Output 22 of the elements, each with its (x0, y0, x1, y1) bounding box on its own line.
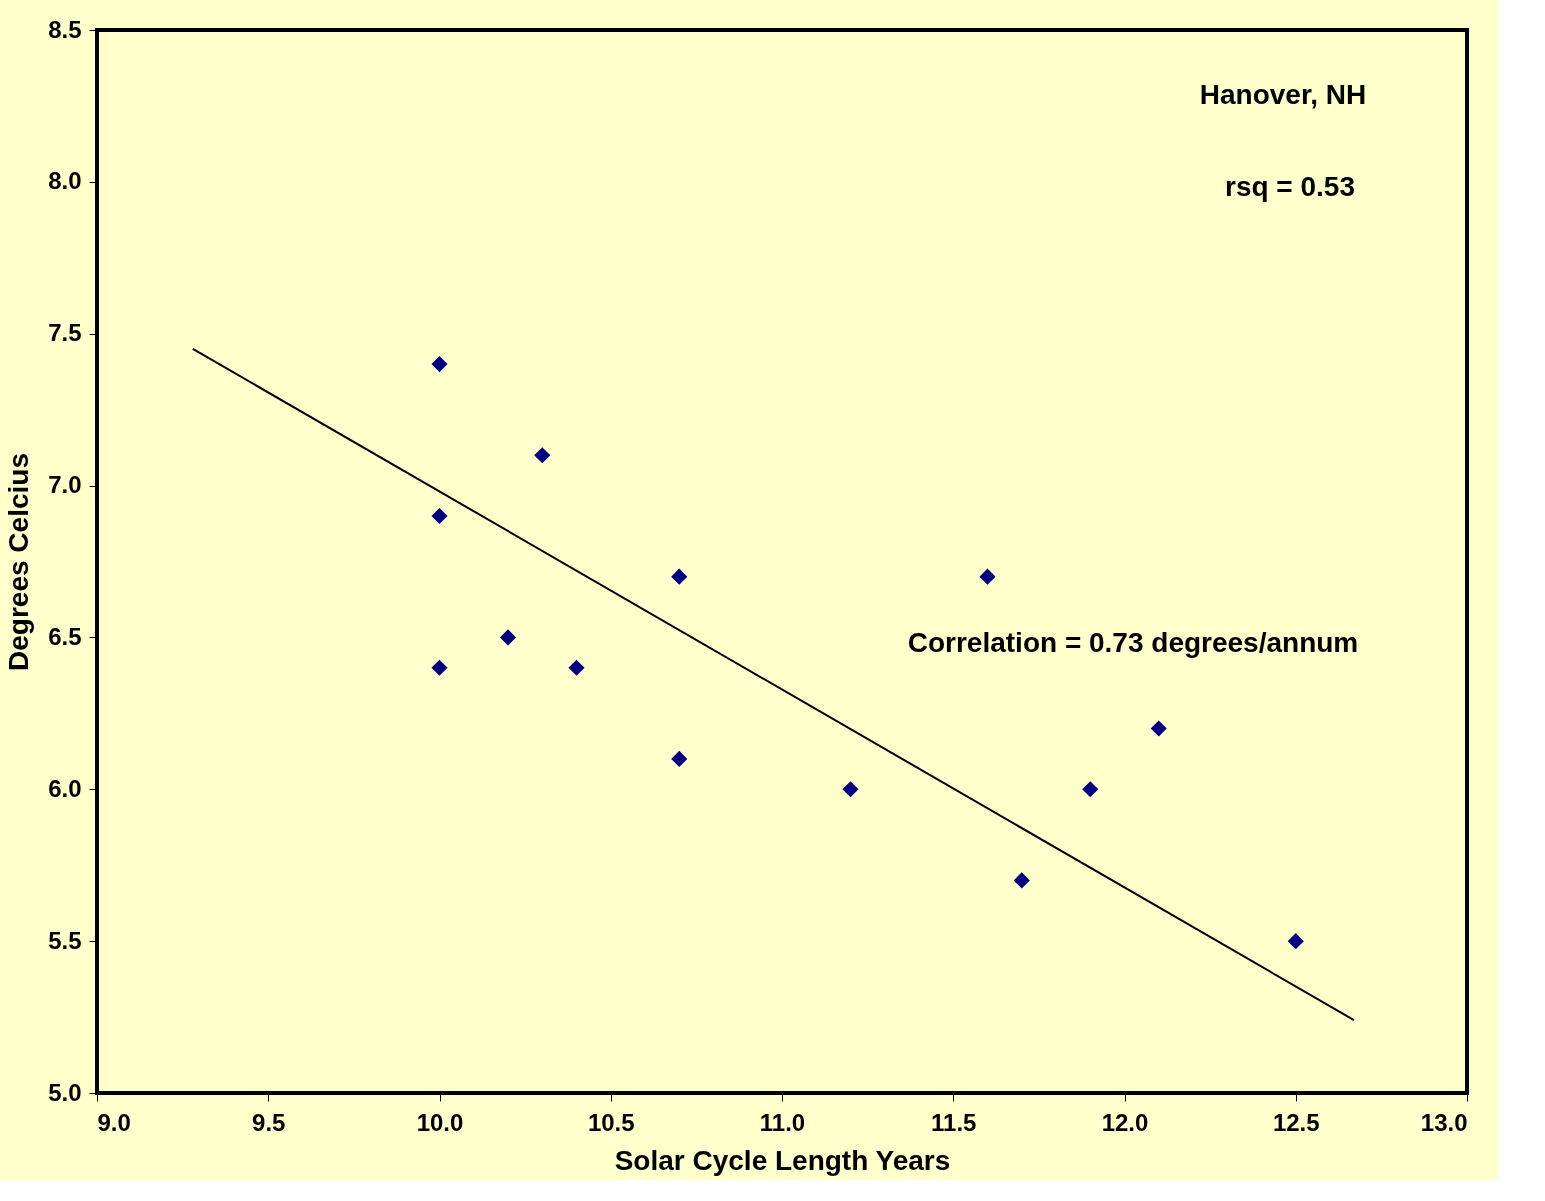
x-tick-label: 10.0 (416, 1108, 464, 1136)
y-axis-title: Degrees Celcius (3, 453, 35, 671)
annotation: Correlation = 0.73 degrees/annum (907, 627, 1359, 658)
x-tick-label: 11.0 (759, 1108, 806, 1136)
y-tick-label: 5.5 (48, 926, 82, 954)
x-tick-label: 9.5 (252, 1108, 286, 1136)
y-tick-label: 8.5 (48, 15, 82, 43)
x-tick-label: 10.5 (587, 1108, 635, 1136)
y-tick-label: 5.0 (48, 1078, 82, 1106)
y-tick-label: 8.0 (48, 167, 82, 195)
x-axis-title: Solar Cycle Length Years (614, 1144, 951, 1176)
y-tick-label: 6.0 (48, 774, 82, 802)
y-tick-label: 6.5 (48, 622, 82, 650)
annotation: Hanover, NH (1199, 79, 1367, 110)
x-tick-label: 12.0 (1101, 1108, 1149, 1136)
y-tick-label: 7.0 (48, 471, 82, 499)
x-tick-label: 12.5 (1272, 1108, 1320, 1136)
y-tick-label: 7.5 (48, 319, 82, 347)
annotation: rsq = 0.53 (1225, 171, 1355, 202)
x-tick-label: 11.5 (931, 1108, 977, 1136)
x-tick-label: 9.0 (97, 1108, 131, 1136)
x-tick-label: 13.0 (1420, 1108, 1468, 1136)
